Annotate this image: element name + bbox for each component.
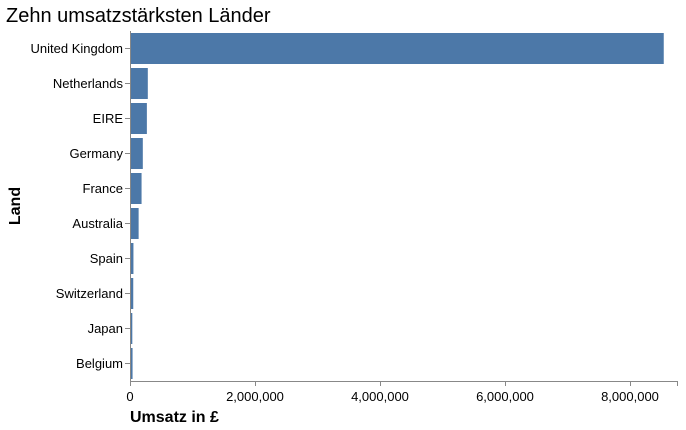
category-label: Spain: [90, 251, 123, 266]
bar-switzerland: [131, 278, 134, 309]
category-label: Netherlands: [53, 76, 124, 91]
bar-spain: [131, 243, 134, 274]
bar-australia: [131, 208, 139, 239]
bar-germany: [131, 138, 143, 169]
bar-france: [131, 173, 142, 204]
chart-title: Zehn umsatzstärksten Länder: [6, 5, 271, 27]
bar-eire: [131, 103, 147, 134]
y-axis-title: Land: [7, 187, 24, 225]
category-label: Australia: [72, 216, 123, 231]
x-tick-label: 0: [126, 389, 133, 404]
bars-group: [131, 33, 664, 379]
category-labels: United Kingdom Netherlands EIRE Germany Fran…: [31, 41, 130, 371]
bar-belgium: [131, 348, 133, 379]
x-tick-label: 2,000,000: [226, 389, 284, 404]
x-axis-title: Umsatz in £: [130, 409, 219, 426]
x-tick-label: 6,000,000: [476, 389, 534, 404]
x-tick-label: 4,000,000: [351, 389, 409, 404]
category-label: Japan: [88, 321, 123, 336]
category-label: Germany: [70, 146, 124, 161]
bar-united-kingdom: [131, 33, 664, 64]
category-label: Belgium: [76, 356, 123, 371]
bar-japan: [131, 313, 133, 344]
x-axis-ticks: 0 2,000,000 4,000,000 6,000,000 8,000,000: [126, 381, 678, 404]
category-label: France: [83, 181, 123, 196]
category-label: Switzerland: [56, 286, 123, 301]
category-label: United Kingdom: [31, 41, 124, 56]
bar-netherlands: [131, 68, 148, 99]
category-label: EIRE: [93, 111, 124, 126]
x-tick-label: 8,000,000: [601, 389, 659, 404]
